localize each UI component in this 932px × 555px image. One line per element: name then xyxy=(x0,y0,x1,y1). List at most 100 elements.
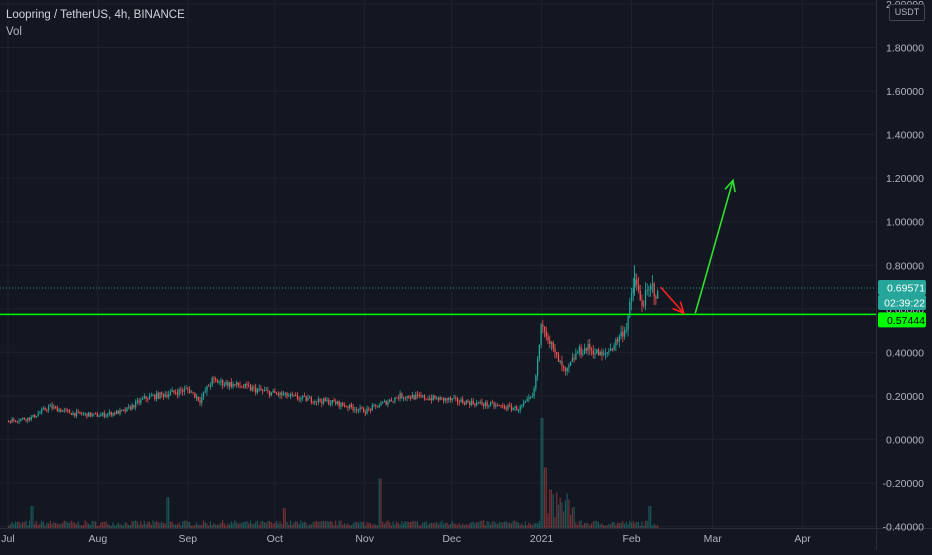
candle-body xyxy=(585,348,587,351)
volume-bar xyxy=(648,506,650,528)
volume-bar xyxy=(129,525,131,528)
volume-bar xyxy=(378,478,380,528)
candle-body xyxy=(275,392,278,394)
volume-bar xyxy=(576,524,579,528)
candle-body xyxy=(610,348,612,351)
candle-body xyxy=(582,353,584,355)
volume-bar xyxy=(248,523,250,528)
candle-body xyxy=(82,413,85,415)
candle-body xyxy=(604,353,607,355)
volume-bar xyxy=(547,513,549,528)
candle-body xyxy=(657,291,659,299)
volume-bar xyxy=(242,522,245,528)
candle-body xyxy=(122,409,125,411)
candle-body xyxy=(552,342,554,349)
volume-bar xyxy=(140,520,142,528)
volume-bar xyxy=(549,489,551,528)
candle-body xyxy=(171,390,173,392)
candle-body xyxy=(168,394,170,397)
candle-body xyxy=(239,385,241,387)
candle-body xyxy=(256,389,259,393)
candle-body xyxy=(524,401,527,403)
candle-body xyxy=(338,401,340,407)
volume-bar xyxy=(406,521,408,528)
volume-bar xyxy=(653,523,655,528)
volume-bar xyxy=(336,525,339,528)
candle-body xyxy=(451,398,453,401)
candle-body xyxy=(136,400,139,402)
candle-body xyxy=(56,407,59,412)
volume-bar xyxy=(550,489,553,528)
candle-body xyxy=(81,413,83,415)
volume-bar xyxy=(639,525,641,528)
volume-bar xyxy=(536,523,539,528)
candle-body xyxy=(8,420,10,422)
volume-bar xyxy=(209,521,212,528)
y-axis-tick-label: 0.00000 xyxy=(886,434,924,446)
volume-bar xyxy=(535,523,537,528)
candle-body xyxy=(282,394,285,396)
volume-bar xyxy=(211,524,213,528)
volume-bar xyxy=(385,521,387,528)
volume-bar xyxy=(604,525,607,528)
volume-bar xyxy=(251,523,253,528)
candle-body xyxy=(14,420,17,422)
volume-bar xyxy=(409,521,412,528)
volume-bar xyxy=(632,520,634,528)
volume-bar xyxy=(387,520,389,528)
candle-body xyxy=(227,382,229,387)
volume-bar xyxy=(361,521,363,528)
volume-bar xyxy=(589,525,591,528)
volume-bar xyxy=(439,522,441,528)
candle-body xyxy=(408,396,410,398)
candle-body xyxy=(112,412,114,416)
volume-bar xyxy=(91,520,93,528)
volume-bar xyxy=(39,523,41,528)
candle-body xyxy=(147,398,149,400)
candle-body xyxy=(446,398,448,401)
volume-bar xyxy=(168,497,170,528)
candle-body xyxy=(578,346,581,353)
volume-bar xyxy=(427,524,429,528)
candle-body xyxy=(79,411,81,414)
volume-bar xyxy=(463,525,466,528)
volume-bar xyxy=(373,523,375,528)
candle-body xyxy=(639,290,641,301)
volume-bar xyxy=(270,522,272,528)
volume-bar xyxy=(157,522,159,528)
candle-body xyxy=(564,368,567,372)
volume-bar xyxy=(531,525,533,528)
x-axis-tick-label: Mar xyxy=(704,533,723,545)
candle-body xyxy=(255,387,257,393)
candle-body xyxy=(399,393,401,399)
candle-body xyxy=(556,352,558,355)
volume-bar xyxy=(444,522,446,528)
volume-bar xyxy=(484,525,486,528)
volume-bar xyxy=(380,478,382,528)
candle-body xyxy=(512,408,514,410)
volume-bar xyxy=(244,521,246,528)
candle-body xyxy=(324,398,326,401)
candle-body xyxy=(362,408,365,413)
candle-body xyxy=(491,402,494,404)
candle-body xyxy=(376,405,379,408)
candle-body xyxy=(561,360,563,366)
currency-unit-badge[interactable]: USDT xyxy=(889,4,925,21)
candle-body xyxy=(175,392,177,394)
volume-bar xyxy=(298,523,300,528)
volume-bar xyxy=(486,521,488,528)
volume-bar xyxy=(617,522,619,528)
candle-body xyxy=(96,413,99,417)
volume-bar xyxy=(68,523,71,528)
volume-bar xyxy=(61,522,64,528)
y-axis-tick-label: 0.80000 xyxy=(886,260,924,272)
candle-body xyxy=(523,402,525,406)
candle-body xyxy=(44,408,46,410)
candle-body xyxy=(387,401,389,405)
candle-body xyxy=(260,388,262,391)
candle-body xyxy=(51,405,53,409)
candle-body xyxy=(571,357,574,362)
volume-bar xyxy=(176,524,178,528)
